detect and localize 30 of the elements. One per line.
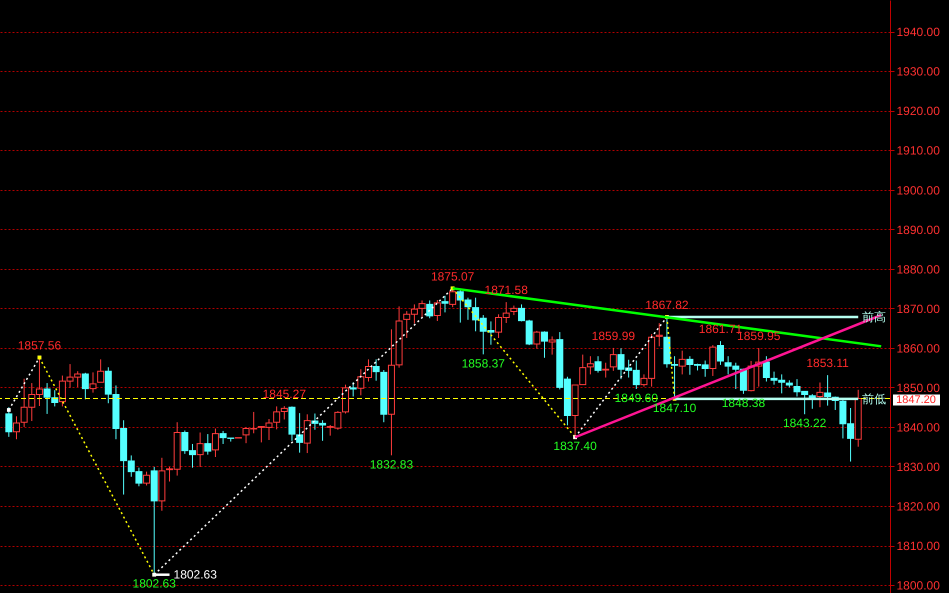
ref-line-label: 1847.20 bbox=[896, 394, 936, 406]
y-tick-label: 1940.00 bbox=[896, 25, 940, 40]
y-tick-label: 1920.00 bbox=[896, 104, 940, 118]
annotation: 1875.07 bbox=[430, 269, 475, 284]
annotation: 1867.82 bbox=[645, 298, 689, 312]
y-tick-label: 1850.00 bbox=[896, 380, 940, 395]
y-tick-label: 1830.00 bbox=[896, 460, 940, 474]
annotation: 1847.10 bbox=[652, 400, 697, 415]
y-tick-label: 1880.00 bbox=[896, 262, 940, 276]
annotation: 1837.40 bbox=[553, 439, 598, 454]
annotation: 1843.22 bbox=[782, 416, 827, 430]
y-tick-label: 1860.00 bbox=[896, 341, 940, 356]
y-tick-label: 1870.00 bbox=[896, 302, 940, 316]
y-tick-label: 1810.00 bbox=[896, 539, 940, 554]
annotation: 1832.83 bbox=[370, 457, 414, 472]
y-tick-label: 1890.00 bbox=[896, 222, 940, 237]
annotation: 1802.63 bbox=[132, 576, 176, 591]
annotation: 1858.37 bbox=[462, 356, 506, 370]
y-tick-label: 1910.00 bbox=[896, 144, 940, 158]
annotation: 1859.99 bbox=[592, 328, 636, 343]
annotation: 1857.56 bbox=[18, 338, 62, 353]
y-tick-label: 1840.00 bbox=[896, 420, 940, 434]
y-tick-label: 1820.00 bbox=[896, 500, 940, 514]
annotation: 1848.38 bbox=[722, 396, 766, 410]
y-tick-label: 1930.00 bbox=[896, 64, 940, 79]
annotation: 1845.27 bbox=[262, 387, 306, 402]
annotation: 1853.11 bbox=[806, 356, 850, 370]
y-tick-label: 1900.00 bbox=[896, 183, 940, 198]
annotation: 1871.58 bbox=[484, 283, 528, 298]
y-tick-label: 1800.00 bbox=[896, 578, 940, 593]
